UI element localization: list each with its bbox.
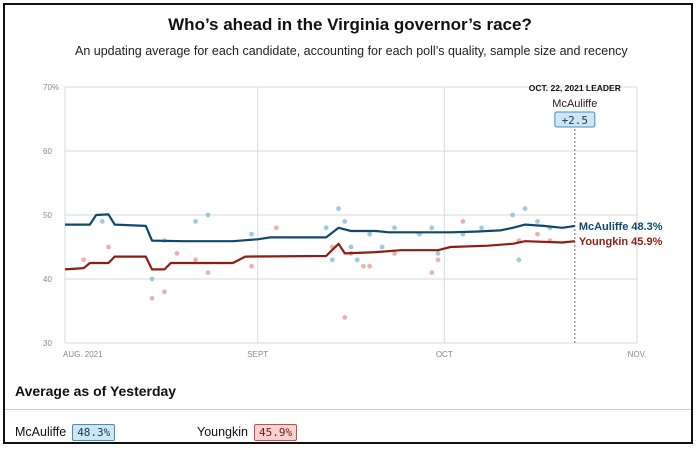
poll-dot-mcauliffe (510, 212, 516, 218)
poll-dot-mcauliffe (99, 219, 105, 224)
y-tick-label: 50 (43, 211, 52, 220)
poll-dot-youngkin (535, 231, 540, 237)
poll-dot-youngkin (273, 225, 279, 231)
poll-dot-mcauliffe (379, 244, 385, 250)
chart-title: Who’s ahead in the Virginia governor’s r… (168, 15, 532, 34)
chart-frame: Who’s ahead in the Virginia governor’s r… (3, 3, 693, 444)
leader-annotation-name: McAuliffe (552, 98, 597, 110)
chart-subtitle: An updating average for each candidate, … (75, 44, 628, 58)
summary-mcauliffe: McAuliffe 48.3% (15, 424, 116, 441)
x-tick-label: SEPT (247, 350, 268, 359)
poll-dot-mcauliffe (435, 251, 441, 256)
y-tick-label: 40 (43, 275, 52, 284)
poll-dot-youngkin (367, 263, 373, 269)
poll-dot-youngkin (429, 270, 435, 275)
poll-dot-mcauliffe (354, 257, 360, 263)
poll-dot-youngkin (162, 289, 167, 295)
series-line-youngkin (64, 240, 575, 271)
poll-dot-youngkin (460, 219, 466, 224)
poll-dot-mcauliffe (205, 212, 211, 218)
poll-dot-mcauliffe (149, 276, 155, 282)
poll-dot-youngkin (205, 270, 211, 275)
summary-youngkin-badge: 45.9% (253, 424, 298, 441)
x-tick-label: AUG. 2021 (63, 350, 103, 359)
y-tick-label: 60 (43, 147, 52, 156)
poll-dot-mcauliffe (323, 225, 329, 231)
poll-dot-youngkin (106, 244, 111, 250)
end-label-youngkin: Youngkin 45.9% (579, 236, 663, 248)
poll-dot-youngkin (392, 251, 397, 256)
poll-dot-mcauliffe (392, 225, 397, 231)
poll-dot-mcauliffe (535, 219, 540, 224)
poll-dot-mcauliffe (249, 231, 254, 237)
leader-annotation-label: OCT. 22, 2021 LEADER (529, 83, 621, 93)
summary-youngkin-name: Youngkin (197, 425, 248, 439)
poll-dot-mcauliffe (516, 257, 522, 263)
y-tick-label: 30 (43, 339, 52, 348)
y-tick-label: 70% (43, 83, 59, 92)
poll-dot-mcauliffe (479, 225, 484, 231)
poll-dot-mcauliffe (522, 206, 528, 212)
poll-dot-mcauliffe (193, 219, 198, 224)
polling-average-chart: 30 40 50 60 70% AUG. 2021 SEPT OCT NOV. McAuliffe… (43, 83, 663, 359)
poll-dot-youngkin (193, 257, 198, 263)
x-tick-label: OCT (436, 350, 453, 359)
poll-dot-youngkin (81, 257, 87, 263)
summary-mcauliffe-badge: 48.3% (72, 424, 116, 441)
poll-dot-youngkin (149, 295, 155, 301)
poll-dot-youngkin (435, 257, 441, 263)
poll-dot-mcauliffe (342, 219, 348, 224)
poll-dot-youngkin (361, 263, 366, 269)
summary-youngkin: Youngkin 45.9% (197, 424, 298, 441)
series-line-mcauliffe (65, 213, 575, 243)
summary-mcauliffe-name: McAuliffe (15, 425, 67, 439)
leader-margin-badge (554, 111, 596, 128)
poll-dot-mcauliffe (348, 244, 354, 250)
poll-dot-mcauliffe (367, 231, 373, 237)
poll-dot-youngkin (342, 315, 348, 320)
leader-margin-value: +2.5 (562, 114, 589, 127)
poll-dot-youngkin (249, 263, 254, 269)
summary-title: Average as of Yesterday (15, 383, 177, 399)
poll-dot-mcauliffe (336, 206, 341, 212)
poll-dot-mcauliffe (329, 257, 335, 263)
end-label-mcauliffe: McAuliffe 48.3% (579, 221, 663, 233)
poll-dot-mcauliffe (429, 225, 435, 231)
x-tick-label: NOV. (628, 350, 647, 359)
poll-dot-youngkin (174, 251, 180, 256)
summary-divider (5, 409, 691, 410)
